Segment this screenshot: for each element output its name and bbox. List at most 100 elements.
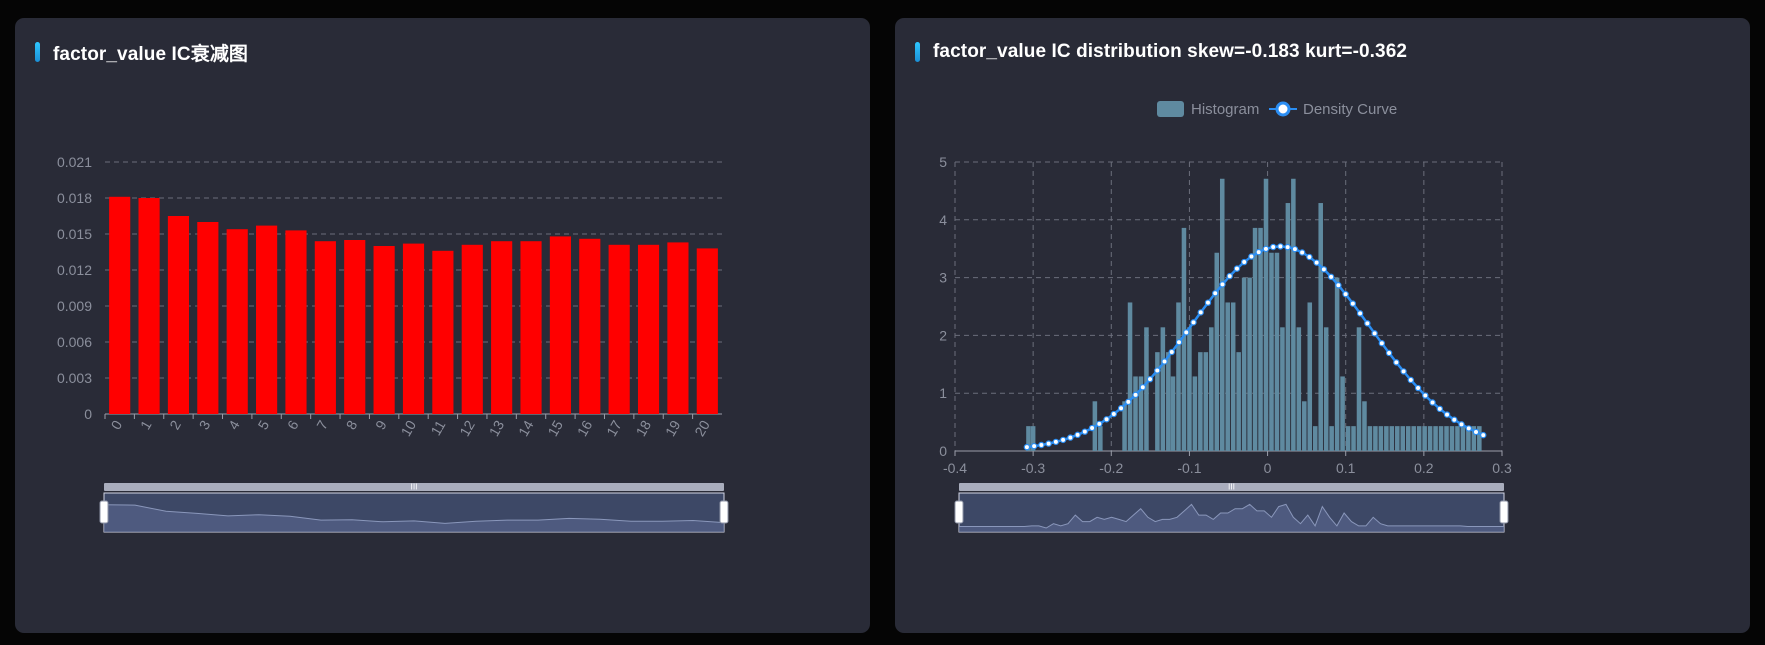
ic-distribution-title-text: factor_value IC distribution skew=-0.183…	[933, 41, 1408, 62]
density-point	[1241, 258, 1248, 266]
density-point	[1429, 399, 1436, 406]
histogram-bar	[1252, 227, 1258, 451]
histogram-bar	[1411, 426, 1416, 451]
y-tick-label: 2	[939, 327, 947, 343]
density-point	[1342, 290, 1349, 298]
density-point	[1161, 358, 1168, 365]
density-point	[1472, 428, 1480, 436]
ic-bar	[314, 241, 336, 414]
histogram-bar	[1181, 227, 1187, 451]
right-zoom-handle-left[interactable]	[954, 500, 964, 524]
histogram-bar	[1340, 376, 1345, 451]
ic-distribution-title: factor_value IC distribution skew=-0.183…	[915, 40, 1407, 64]
density-point	[1262, 245, 1270, 253]
y-tick-label: 0	[939, 443, 947, 459]
histogram-bar	[1160, 327, 1166, 451]
histogram-bar	[1302, 401, 1307, 451]
histogram-bar	[1416, 426, 1422, 451]
histogram-bar	[1373, 426, 1378, 451]
ic-bar	[285, 230, 307, 414]
right-zoom-handle-right[interactable]	[1499, 500, 1509, 524]
histogram-bar	[1187, 327, 1192, 451]
right-zoom-preview-area	[959, 504, 1504, 532]
density-point	[1465, 425, 1472, 432]
histogram-bar	[1230, 302, 1236, 451]
density-point	[1356, 310, 1364, 317]
legend-density-label: Density Curve	[1303, 101, 1397, 118]
density-point	[1023, 443, 1031, 451]
histogram-bar	[1427, 426, 1433, 451]
histogram-bar	[1400, 426, 1406, 451]
density-point	[1175, 339, 1183, 346]
x-tick-label: 0.3	[1492, 460, 1512, 476]
x-tick-label: 14	[515, 417, 537, 439]
density-point	[1400, 368, 1407, 375]
ic-bar	[344, 240, 366, 414]
ic-bar	[197, 222, 219, 414]
density-point	[1052, 438, 1060, 446]
ic-bar	[138, 198, 160, 414]
left-zoom-grip-icon: III	[410, 483, 417, 492]
ic-bar	[696, 248, 718, 414]
histogram-bar	[1438, 426, 1444, 451]
density-point	[1422, 392, 1429, 399]
ic-decay-title: factor_value IC衰减图	[35, 40, 249, 65]
density-point	[1320, 266, 1328, 273]
density-point	[1081, 428, 1089, 435]
histogram-bar	[1405, 426, 1411, 451]
y-tick-label: 1	[939, 385, 947, 401]
histogram-bar	[1323, 327, 1329, 451]
right-zoom-preview-line	[959, 503, 1504, 529]
density-point	[1067, 434, 1074, 441]
ic-bar	[109, 196, 131, 414]
density-point	[1030, 442, 1038, 450]
histogram-bar	[1144, 327, 1149, 451]
histogram-bar	[1122, 401, 1127, 451]
title-accent-bar	[35, 42, 40, 62]
x-tick-label: 3	[196, 417, 214, 432]
density-point	[1407, 376, 1415, 384]
ic-decay-panel: factor_value IC衰减图 0 0.003 0.006 0.009 0.012…	[15, 18, 870, 633]
density-point	[1117, 405, 1125, 412]
title-accent-bar	[915, 42, 920, 62]
histogram-bar	[1285, 203, 1291, 451]
density-point	[1233, 265, 1241, 272]
histogram-bar	[1026, 426, 1031, 451]
histogram-bar	[1345, 426, 1351, 451]
ic-bar	[491, 241, 513, 414]
histogram-bar	[1444, 426, 1449, 451]
x-tick-label: 13	[486, 417, 508, 439]
density-point	[1132, 391, 1139, 399]
histogram-bar	[1389, 426, 1395, 451]
left-zoom-handle-left[interactable]	[99, 500, 109, 524]
histogram-bar	[1203, 352, 1209, 451]
y-tick-label: 4	[939, 212, 947, 228]
histogram-bar	[1351, 426, 1356, 451]
histogram-bar	[1367, 426, 1373, 451]
left-zoom-handle-right[interactable]	[719, 500, 729, 524]
ic-decay-title-text: factor_value IC衰减图	[53, 43, 249, 65]
histogram-bar	[1280, 327, 1285, 451]
histogram-bar	[1098, 426, 1103, 451]
x-tick-label: 0	[1264, 460, 1272, 476]
density-point	[1349, 300, 1357, 307]
histogram-bar	[1356, 327, 1362, 451]
density-point	[1269, 243, 1277, 251]
histogram-bar	[1318, 203, 1323, 451]
density-point	[1139, 384, 1146, 391]
density-curve-line	[1026, 245, 1484, 449]
density-point	[1458, 421, 1465, 428]
histogram-bar	[1198, 352, 1203, 451]
x-tick-label: 17	[603, 417, 625, 439]
ic-bar	[432, 250, 454, 414]
y-tick-label: 0.015	[57, 226, 92, 242]
y-tick-label: 0.021	[57, 154, 92, 170]
ic-bar	[256, 225, 278, 414]
y-tick-label: 0.003	[57, 370, 92, 386]
density-point	[1110, 410, 1118, 418]
histogram-bar	[1312, 426, 1318, 451]
density-point	[1059, 436, 1067, 444]
density-point	[1436, 405, 1443, 413]
x-tick-label: -0.1	[1177, 460, 1201, 476]
